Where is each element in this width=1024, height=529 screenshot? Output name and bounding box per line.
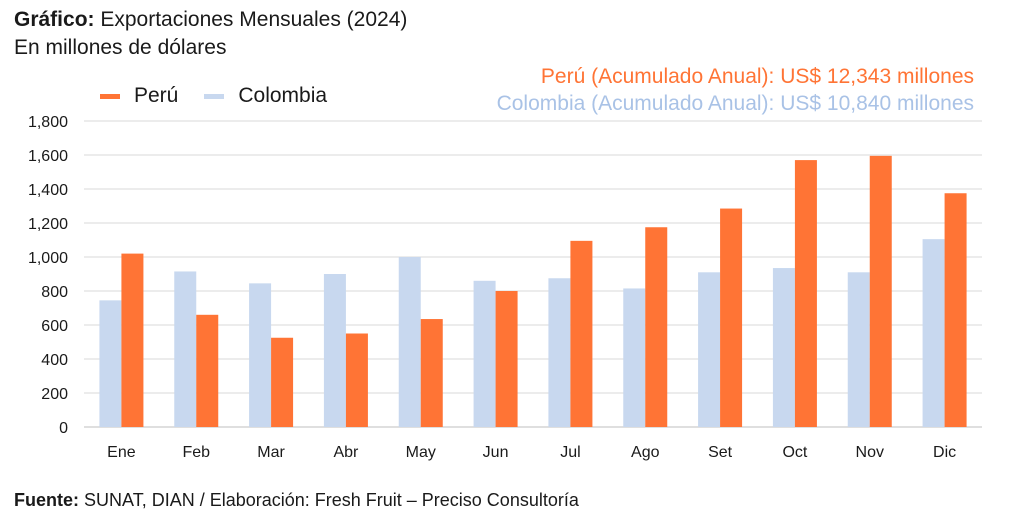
bar-colombia	[548, 278, 571, 427]
title-prefix: Gráfico:	[14, 8, 95, 31]
x-tick-label: Jun	[483, 444, 509, 461]
x-tick-label: Set	[708, 444, 733, 461]
y-tick-label: 1,600	[28, 148, 68, 165]
legend-swatch-peru	[100, 93, 120, 99]
legend-entry-colombia: Colombia	[204, 84, 327, 108]
x-tick-label: Oct	[782, 444, 807, 461]
bar-peru	[196, 314, 219, 427]
y-tick-label: 0	[59, 420, 68, 437]
legend-label-peru: Perú	[134, 84, 179, 107]
bar-colombia	[398, 257, 421, 427]
source-prefix: Fuente:	[14, 490, 79, 510]
chart-title: Gráfico: Exportaciones Mensuales (2024)	[14, 6, 407, 34]
bar-colombia	[698, 272, 721, 427]
bar-peru	[794, 160, 817, 427]
legend-entry-peru: Perú	[100, 84, 178, 108]
bar-peru	[420, 319, 443, 427]
bar-colombia	[99, 300, 122, 427]
x-tick-label: Jul	[560, 444, 580, 461]
bar-colombia	[473, 280, 496, 427]
x-tick-label: Dic	[933, 444, 956, 461]
total-peru: Perú (Acumulado Anual): US$ 12,343 millo…	[540, 65, 974, 88]
y-tick-label: 1,800	[28, 114, 68, 131]
bar-peru	[944, 193, 967, 427]
bar-peru	[645, 227, 668, 427]
x-tick-label: Feb	[182, 444, 210, 461]
total-colombia: Colombia (Acumulado Anual): US$ 10,840 m…	[496, 92, 974, 115]
chart-legend: Perú Colombia	[100, 84, 353, 108]
x-tick-label: Ago	[631, 444, 660, 461]
bar-colombia	[623, 288, 646, 427]
bar-peru	[720, 208, 743, 427]
x-tick-label: Nov	[856, 444, 884, 461]
bar-peru	[570, 240, 593, 427]
bar-colombia	[249, 283, 272, 427]
x-tick-label: May	[406, 444, 436, 461]
bar-peru	[121, 253, 144, 427]
y-tick-label: 800	[41, 284, 68, 301]
y-tick-label: 1,200	[28, 216, 68, 233]
title-text: Exportaciones Mensuales (2024)	[100, 8, 408, 31]
x-tick-label: Mar	[257, 444, 285, 461]
bar-colombia	[174, 271, 197, 427]
x-tick-label: Abr	[333, 444, 359, 461]
y-tick-label: 200	[41, 386, 68, 403]
bar-peru	[495, 291, 518, 427]
bar-colombia	[772, 268, 795, 427]
chart-header: Gráfico: Exportaciones Mensuales (2024) …	[14, 6, 407, 62]
bar-peru	[271, 337, 294, 427]
legend-label-colombia: Colombia	[238, 84, 328, 107]
y-tick-label: 1,400	[28, 182, 68, 199]
y-tick-label: 1,000	[28, 250, 68, 267]
bar-colombia	[847, 272, 870, 427]
chart-subtitle: En millones de dólares	[14, 36, 227, 59]
y-tick-label: 400	[41, 352, 68, 369]
x-tick-label: Ene	[107, 444, 136, 461]
source-text: SUNAT, DIAN / Elaboración: Fresh Fruit –…	[84, 490, 579, 510]
y-tick-label: 600	[41, 318, 68, 335]
source-note: Fuente: SUNAT, DIAN / Elaboración: Fresh…	[14, 490, 579, 511]
bar-peru	[345, 333, 368, 427]
annual-totals: Perú (Acumulado Anual): US$ 12,343 millo…	[497, 63, 974, 117]
legend-swatch-colombia	[204, 93, 225, 99]
bar-colombia	[323, 274, 346, 427]
bar-colombia	[922, 239, 945, 427]
bar-peru	[869, 155, 892, 427]
